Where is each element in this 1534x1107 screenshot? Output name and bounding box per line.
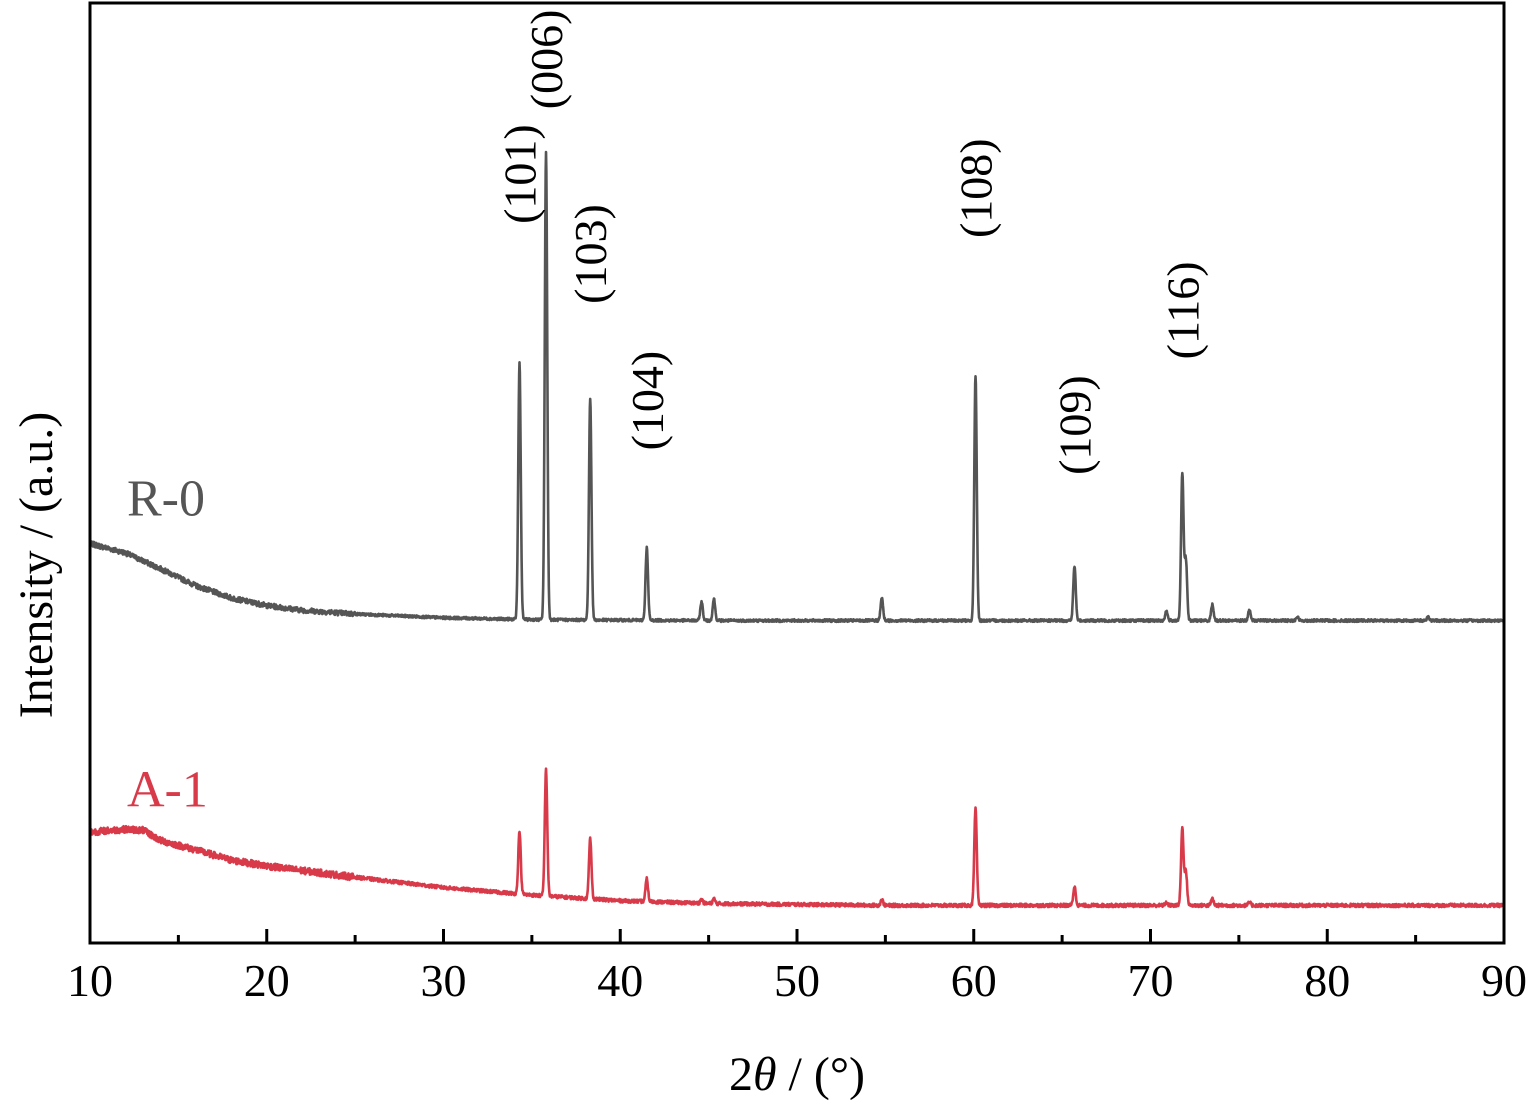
x-tick-label: 50 [774,955,820,1006]
x-axis-title: 2θ / (°) [729,1048,865,1101]
x-tick-label: 90 [1481,955,1527,1006]
x-axis-title-prefix: 2 [729,1048,753,1101]
x-tick-label: 40 [597,955,643,1006]
peak-label: (109) [1050,375,1101,475]
peak-labels: (101) (006) (103)(104) (108) (109) (116) [495,10,1209,475]
x-tick-label: 20 [244,955,290,1006]
peak-label: (108) [951,138,1002,238]
x-axis-ticks: 10 20 30 40 50 60 70 80 90 [67,929,1527,1006]
peak-label: (116) [1157,261,1208,359]
peak-label: (006) [521,10,572,110]
series-labels: R-0 A-1 [127,470,208,818]
series-line-a-1 [88,767,1506,909]
plot-area [88,150,1506,909]
x-axis-title-symbol: θ [753,1048,777,1101]
x-tick-label: 10 [67,955,113,1006]
x-axis-title-suffix: / (°) [777,1048,866,1101]
x-tick-label: 60 [951,955,997,1006]
x-tick-label: 30 [421,955,467,1006]
x-tick-label: 70 [1128,955,1174,1006]
y-axis-title: Intensity / (a.u.) [10,412,63,719]
plot-frame [88,1,1506,945]
series-line-r-0 [88,150,1506,624]
series-label-a-1: A-1 [127,762,208,819]
x-tick-label: 80 [1304,955,1350,1006]
peak-label: (103) [565,204,616,304]
series-label-r-0: R-0 [127,470,205,527]
peak-label: (101) [495,124,546,224]
peak-label: (104) [622,351,673,451]
